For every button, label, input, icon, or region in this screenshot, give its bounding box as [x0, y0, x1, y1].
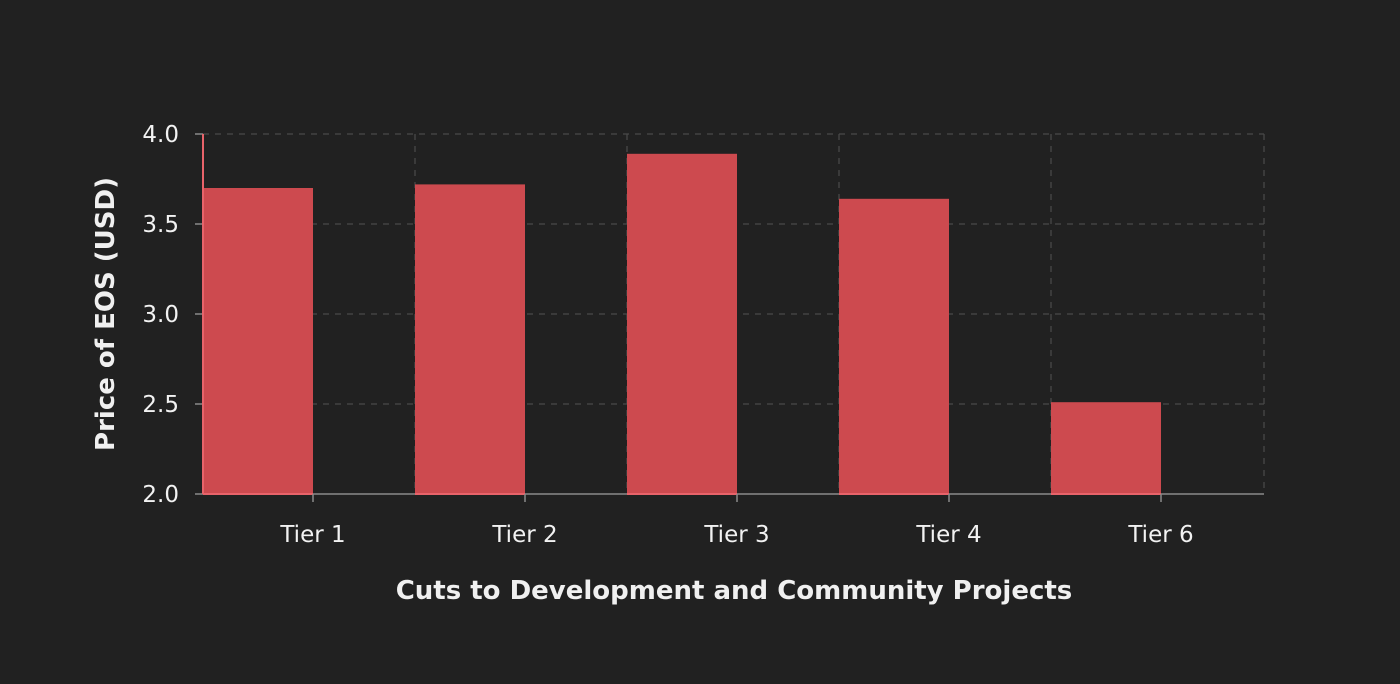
axes: [195, 133, 1264, 502]
x-tick-label: Tier 6: [1127, 522, 1193, 548]
x-tick-label: Tier 3: [703, 522, 769, 548]
bar: [203, 188, 313, 494]
x-axis-title: Cuts to Development and Community Projec…: [396, 576, 1073, 606]
x-tick-label: Tier 4: [915, 522, 981, 548]
y-tick-label: 2.5: [142, 392, 179, 418]
bar: [839, 198, 949, 495]
y-tick-label: 3.0: [142, 302, 179, 328]
bars: [203, 153, 1161, 495]
bar: [627, 153, 737, 495]
x-tick-label: Tier 2: [491, 522, 557, 548]
bar: [415, 184, 525, 494]
bar: [1051, 402, 1161, 494]
tick-labels: 2.0 2.5 3.0 3.5 4.0 Tier 1 Tier 2 Tier 3 Tier 4 T…: [142, 122, 1193, 548]
x-tick-label: Tier 1: [279, 522, 345, 548]
y-tick-label: 2.0: [142, 482, 179, 508]
y-axis-title: Price of EOS (USD): [91, 177, 121, 451]
y-tick-label: 4.0: [142, 122, 179, 148]
y-tick-label: 3.5: [142, 212, 179, 238]
